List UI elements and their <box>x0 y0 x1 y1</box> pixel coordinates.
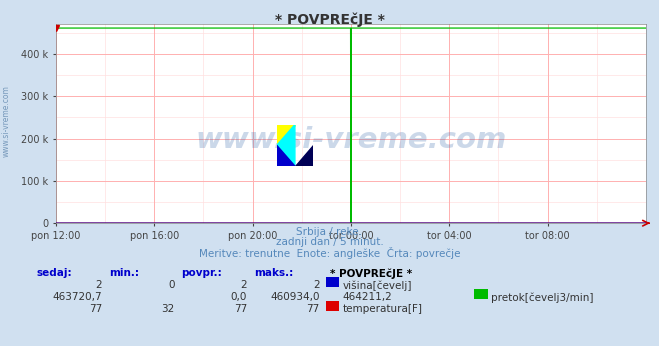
Text: www.si-vreme.com: www.si-vreme.com <box>2 85 11 157</box>
Text: Meritve: trenutne  Enote: angleške  Črta: povrečje: Meritve: trenutne Enote: angleške Črta: … <box>199 247 460 260</box>
Text: min.:: min.: <box>109 268 139 278</box>
Text: 77: 77 <box>234 304 247 315</box>
Text: Srbija / reke.: Srbija / reke. <box>297 227 362 237</box>
Text: 460934,0: 460934,0 <box>270 292 320 302</box>
Text: povpr.:: povpr.: <box>181 268 222 278</box>
Polygon shape <box>295 145 313 166</box>
Text: * POVPREčJE *: * POVPREčJE * <box>275 12 384 27</box>
Text: 2: 2 <box>313 280 320 290</box>
Text: temperatura[F]: temperatura[F] <box>343 304 422 315</box>
Text: sedaj:: sedaj: <box>36 268 72 278</box>
Polygon shape <box>277 145 295 166</box>
Text: pretok[čevelj3/min]: pretok[čevelj3/min] <box>491 292 594 303</box>
Text: 2: 2 <box>241 280 247 290</box>
Text: maks.:: maks.: <box>254 268 293 278</box>
Text: www.si-vreme.com: www.si-vreme.com <box>195 126 507 154</box>
Text: 77: 77 <box>89 304 102 315</box>
Text: 32: 32 <box>161 304 175 315</box>
Text: 0,0: 0,0 <box>231 292 247 302</box>
Text: 2: 2 <box>96 280 102 290</box>
Text: 463720,7: 463720,7 <box>53 292 102 302</box>
Text: zadnji dan / 5 minut.: zadnji dan / 5 minut. <box>275 237 384 247</box>
Text: višina[čevelj]: višina[čevelj] <box>343 280 412 291</box>
Text: 0: 0 <box>168 280 175 290</box>
Text: * POVPREčJE *: * POVPREčJE * <box>330 268 412 279</box>
Polygon shape <box>277 125 295 166</box>
Text: 77: 77 <box>306 304 320 315</box>
Text: 464211,2: 464211,2 <box>343 292 392 302</box>
Polygon shape <box>277 125 295 145</box>
